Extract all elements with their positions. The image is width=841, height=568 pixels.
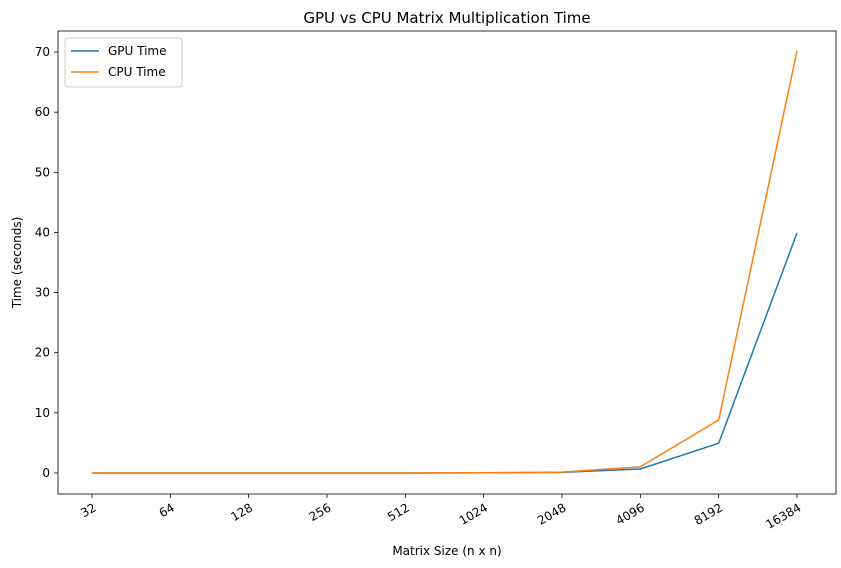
plot-area: 0 10 20 30 40 50 60 70 32 64 128 256 512 1024 2048 4096… — [35, 30, 837, 532]
y-tick-label: 20 — [35, 346, 50, 360]
x-axis-label: Matrix Size (n x n) — [392, 544, 501, 558]
x-tick-label: 512 — [385, 500, 412, 524]
x-tick-label: 4096 — [613, 500, 646, 527]
x-tick-label: 128 — [228, 500, 255, 524]
plot-frame — [57, 30, 837, 495]
x-tick-label: 8192 — [692, 500, 725, 527]
y-tick-label: 30 — [35, 286, 50, 300]
x-tick-label: 32 — [78, 500, 98, 520]
y-tick-label: 40 — [35, 225, 50, 239]
x-tick-label: 64 — [157, 500, 177, 520]
legend-label: CPU Time — [108, 65, 166, 79]
legend-label: GPU Time — [108, 44, 167, 58]
y-tick-label: 50 — [35, 165, 50, 179]
x-tick-label: 256 — [307, 500, 334, 524]
y-tick-label: 70 — [35, 45, 50, 59]
y-tick-label: 0 — [42, 466, 50, 480]
series-line — [92, 50, 798, 474]
x-tick-label: 16384 — [763, 500, 803, 531]
legend: GPU Time CPU Time — [64, 37, 183, 88]
y-tick-label: 60 — [35, 105, 50, 119]
chart-title: GPU vs CPU Matrix Multiplication Time — [303, 9, 590, 27]
y-axis-label: Time (seconds) — [10, 217, 24, 310]
x-tick-label: 2048 — [535, 500, 568, 527]
x-tick-label: 1024 — [457, 500, 490, 527]
y-tick-label: 10 — [35, 406, 50, 420]
